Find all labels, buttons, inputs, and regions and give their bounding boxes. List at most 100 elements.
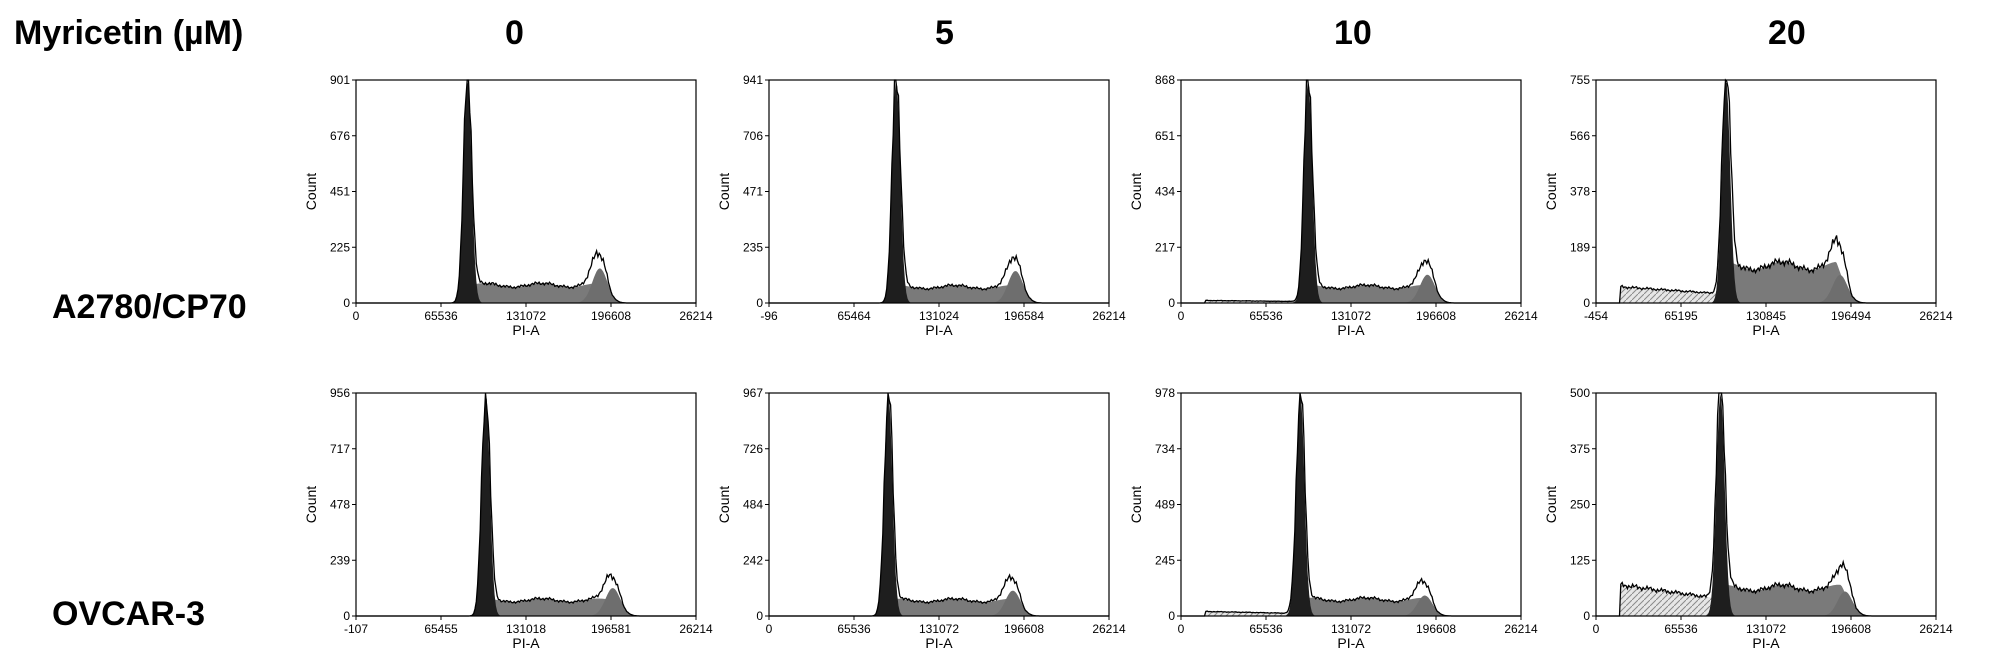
dose-label-20: 20 [1768,14,1806,52]
histogram-4: 0 189 378 566 755 -454 65195 130845 196494 26214 P… [1543,73,1953,338]
x-tick-label: 26214 [1504,622,1538,636]
g1-peak-area [1181,393,1521,616]
y-tick-label: 375 [1570,442,1590,456]
g1-peak-area [356,81,696,303]
x-tick-label: 131018 [506,622,546,636]
plot-frame [768,79,1110,304]
histogram-5: 0 239 478 717 956 -107 65455 131018 196581 26214 P… [303,386,713,651]
x-tick-label: 131072 [1746,622,1786,636]
x-tick-label: 196608 [591,309,631,323]
row-label-a2780: A2780/CP70 [52,288,247,326]
plot-frame [1595,392,1937,617]
y-tick-label: 978 [1155,386,1175,400]
g2m-peak-area [769,271,1109,303]
plot-frame [355,392,697,617]
histogram-outline [769,79,1109,304]
y-tick-label: 225 [330,240,350,254]
y-tick-label: 0 [1583,609,1590,623]
x-tick-label: 26214 [1919,622,1953,636]
y-tick-label: 0 [343,609,350,623]
x-tick-label: 196608 [1416,309,1456,323]
histogram-1: 0 225 451 676 901 0 65536 131072 196608 26214 PI-A… [303,73,713,338]
x-tick-label: 0 [353,309,360,323]
y-tick-label: 239 [330,553,350,567]
y-tick-label: 868 [1155,73,1175,87]
dose-label-5: 5 [935,14,954,52]
debris-area [1181,611,1521,616]
y-tick-label: 0 [1168,609,1175,623]
x-tick-label: 65536 [1249,622,1283,636]
x-tick-label: 131072 [506,309,546,323]
y-tick-label: 235 [743,240,763,254]
y-axis-label: Count [303,486,319,523]
y-tick-label: 378 [1570,185,1590,199]
y-tick-label: 0 [756,296,763,310]
plot-frame [768,392,1110,617]
y-tick-label: 250 [1570,498,1590,512]
g2m-peak-area [769,590,1109,616]
y-tick-label: 489 [1155,498,1175,512]
y-tick-label: 500 [1570,386,1590,400]
histogram-8: 0 125 250 375 500 0 65536 131072 196608 26214 PI-A… [1543,386,1953,651]
x-tick-label: 26214 [1504,309,1538,323]
x-tick-label: 130845 [1746,309,1786,323]
y-tick-label: 0 [756,609,763,623]
x-tick-label: -454 [1584,309,1608,323]
x-tick-label: 196608 [1004,622,1044,636]
s-phase-area [1181,285,1521,303]
y-axis-label: Count [1543,486,1559,523]
y-tick-label: 478 [330,498,350,512]
x-tick-label: 65195 [1664,309,1698,323]
g1-peak-area [769,80,1109,303]
x-tick-label: 26214 [1092,622,1126,636]
debris-area [1181,300,1521,303]
g1-peak-area [1181,80,1521,303]
y-tick-label: 755 [1570,73,1590,87]
x-tick-label: 65536 [424,309,458,323]
y-tick-label: 734 [1155,442,1175,456]
y-tick-label: 901 [330,73,350,87]
y-tick-label: 451 [330,185,350,199]
y-tick-label: 717 [330,442,350,456]
y-tick-label: 125 [1570,553,1590,567]
y-tick-label: 245 [1155,553,1175,567]
x-axis-label: PI-A [1752,635,1780,651]
histogram-outline [1596,392,1936,617]
x-axis-label: PI-A [925,322,953,338]
treatment-label: Myricetin (µM) [14,14,244,52]
x-tick-label: 196584 [1004,309,1044,323]
x-tick-label: 131072 [1331,309,1371,323]
x-axis-label: PI-A [1337,635,1365,651]
y-tick-label: 676 [330,129,350,143]
s-phase-area [356,283,696,303]
x-tick-label: 65536 [1664,622,1698,636]
x-tick-label: 65536 [837,622,871,636]
g1-peak-area [769,393,1109,616]
x-tick-label: 0 [766,622,773,636]
g2m-peak-area [1596,275,1936,303]
dose-label-0: 0 [505,14,524,52]
x-axis-label: PI-A [512,635,540,651]
histogram-outline [1181,392,1521,617]
y-axis-label: Count [1543,173,1559,210]
x-axis-label: PI-A [1337,322,1365,338]
debris-area [1596,584,1936,616]
plot-frame [1180,392,1522,617]
y-tick-label: 471 [743,185,763,199]
y-tick-label: 0 [1168,296,1175,310]
histogram-7: 0 245 489 734 978 0 65536 131072 196608 26214 PI-A… [1128,386,1538,651]
x-axis-label: PI-A [512,322,540,338]
y-tick-label: 242 [743,553,763,567]
x-tick-label: -107 [344,622,368,636]
x-axis-label: PI-A [925,635,953,651]
row-label-ovcar3: OVCAR-3 [52,595,206,633]
histogram-6: 0 242 484 726 967 0 65536 131072 196608 26214 PI-A… [716,386,1126,651]
g1-peak-area [1596,393,1936,616]
s-phase-area [769,285,1109,303]
x-tick-label: 0 [1593,622,1600,636]
g2m-peak-area [356,268,696,303]
y-tick-label: 0 [1583,296,1590,310]
g2m-peak-area [356,588,696,616]
x-tick-label: 65455 [424,622,458,636]
